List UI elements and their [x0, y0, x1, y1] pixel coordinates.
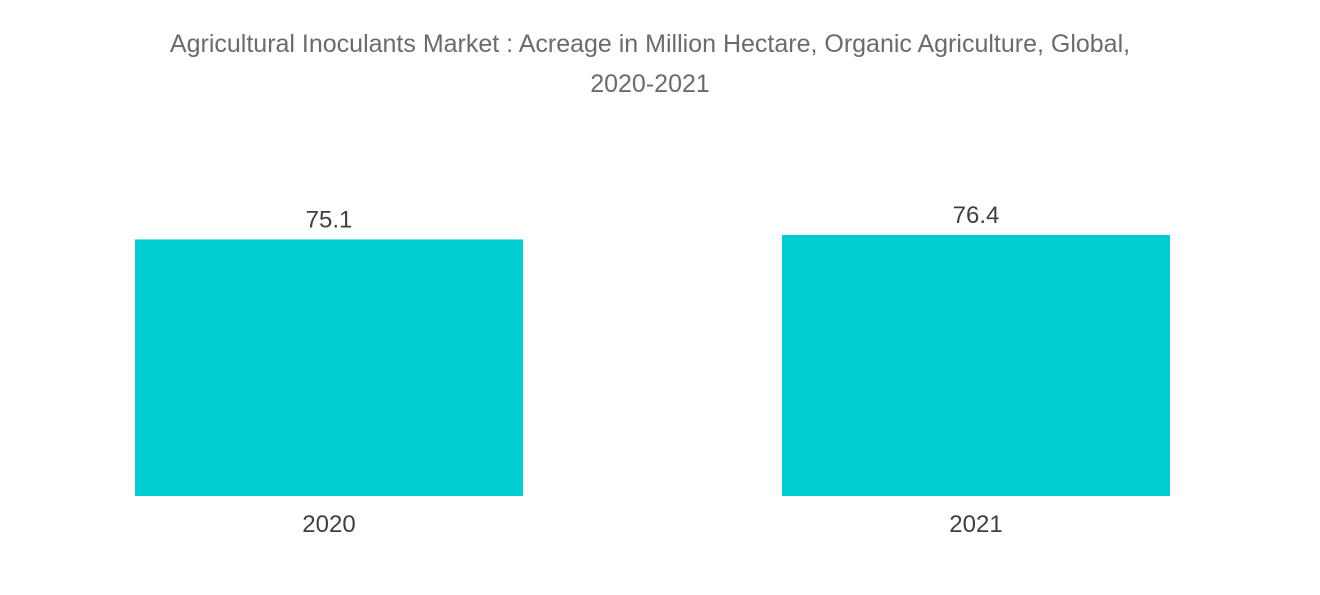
- chart-title-line-2: 2020-2021: [590, 70, 710, 98]
- chart-title-line-1: Agricultural Inoculants Market : Acreage…: [169, 30, 1131, 58]
- category-label-2020: 2020: [302, 511, 355, 538]
- value-label-2021: 76.4: [953, 202, 1000, 229]
- bar-2021: [782, 235, 1170, 496]
- chart-title: Agricultural Inoculants Market : Acreage…: [0, 24, 1300, 104]
- category-label-2021: 2021: [949, 511, 1002, 538]
- bar-2020: [135, 239, 523, 496]
- value-label-2020: 75.1: [306, 206, 353, 233]
